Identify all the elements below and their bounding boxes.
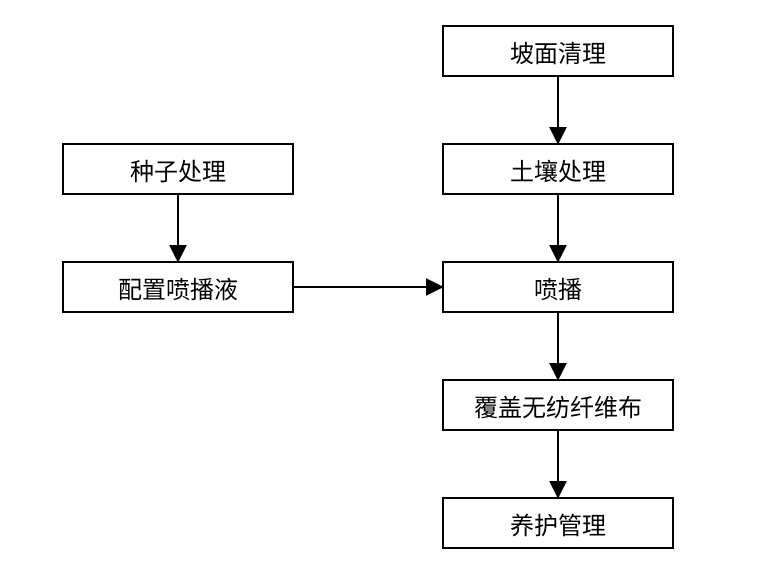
- node-label: 种子处理: [130, 152, 226, 187]
- node-label: 配置喷播液: [118, 270, 238, 305]
- node-label: 土壤处理: [510, 152, 606, 187]
- node-soil-treatment: 土壤处理: [442, 143, 674, 195]
- node-label: 坡面清理: [510, 34, 606, 69]
- node-seed-treatment: 种子处理: [62, 143, 294, 195]
- node-slope-cleanup: 坡面清理: [442, 25, 674, 77]
- node-label: 覆盖无纺纤维布: [474, 388, 642, 423]
- node-maintenance: 养护管理: [442, 497, 674, 549]
- node-label: 养护管理: [510, 506, 606, 541]
- flowchart-canvas: 坡面清理 种子处理 土壤处理 配置喷播液 喷播 覆盖无纺纤维布 养护管理: [0, 0, 760, 570]
- node-label: 喷播: [534, 270, 582, 305]
- node-spray-liquid-config: 配置喷播液: [62, 261, 294, 313]
- node-spray: 喷播: [442, 261, 674, 313]
- node-cover-fabric: 覆盖无纺纤维布: [442, 379, 674, 431]
